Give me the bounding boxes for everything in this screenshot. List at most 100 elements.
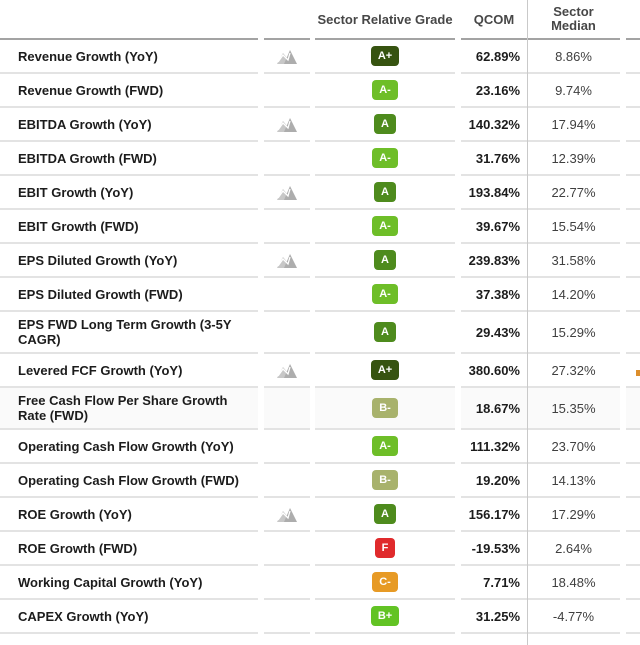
cutoff-cell xyxy=(626,464,640,498)
table-row: Working Capital Growth (YoY) C- 7.71% 18… xyxy=(0,566,640,600)
metric-label: Levered FCF Growth (YoY) xyxy=(0,354,258,388)
chart-icon[interactable] xyxy=(276,363,298,378)
table-row: Levered FCF Growth (YoY) A+ 380.60% 27.3… xyxy=(0,354,640,388)
grade-cell: A- xyxy=(315,142,455,176)
table-row: EBIT Growth (FWD) A- 39.67% 15.54% xyxy=(0,210,640,244)
qcom-value: 37.38% xyxy=(461,278,527,312)
qcom-value: 239.83% xyxy=(461,244,527,278)
grade-badge[interactable]: A xyxy=(374,114,396,134)
table-row: Operating Cash Flow Growth (FWD) B- 19.2… xyxy=(0,464,640,498)
qcom-value: 31.25% xyxy=(461,600,527,634)
table-row: EPS Diluted Growth (FWD) A- 37.38% 14.20… xyxy=(0,278,640,312)
metric-label: ROE Growth (FWD) xyxy=(0,532,258,566)
chart-icon-cell xyxy=(264,498,310,532)
grade-badge[interactable]: A- xyxy=(372,148,398,168)
chart-icon-cell xyxy=(264,312,310,354)
grade-cell: A- xyxy=(315,74,455,108)
qcom-value: 111.32% xyxy=(461,430,527,464)
cutoff-cell xyxy=(626,430,640,464)
chart-icon-cell xyxy=(264,430,310,464)
chart-column-header xyxy=(264,0,310,40)
grade-cell: A+ xyxy=(315,40,455,74)
grade-cell: A xyxy=(315,312,455,354)
cutoff-cell xyxy=(626,244,640,278)
sector-median-value: 27.32% xyxy=(527,354,620,388)
table-row: EBITDA Growth (YoY) A 140.32% 17.94% xyxy=(0,108,640,142)
chart-icon[interactable] xyxy=(276,185,298,200)
chart-icon[interactable] xyxy=(276,117,298,132)
chart-icon-cell xyxy=(264,142,310,176)
sector-median-value: 9.74% xyxy=(527,74,620,108)
grade-badge[interactable]: A+ xyxy=(370,360,400,380)
cutoff-cell xyxy=(626,278,640,312)
grade-badge[interactable]: A+ xyxy=(370,46,400,66)
cutoff-cell xyxy=(626,142,640,176)
grade-badge[interactable]: F xyxy=(374,538,396,558)
chart-icon-cell xyxy=(264,600,310,634)
sector-median-header-line1: Sector xyxy=(553,4,594,19)
grade-badge[interactable]: B+ xyxy=(370,606,400,626)
chart-icon-cell xyxy=(264,40,310,74)
sector-median-value: 14.13% xyxy=(527,464,620,498)
chart-icon-cell xyxy=(264,244,310,278)
chart-icon-cell xyxy=(264,176,310,210)
grade-cell: A xyxy=(315,244,455,278)
column-separator-line xyxy=(527,0,528,645)
metric-label: Operating Cash Flow Growth (YoY) xyxy=(0,430,258,464)
grade-badge[interactable]: A- xyxy=(372,80,398,100)
sector-median-value: -4.77% xyxy=(527,600,620,634)
chart-icon-cell xyxy=(264,566,310,600)
chart-icon[interactable] xyxy=(276,49,298,64)
grade-badge[interactable]: A- xyxy=(372,216,398,236)
sector-median-value: 2.64% xyxy=(527,532,620,566)
chart-icon[interactable] xyxy=(276,253,298,268)
sector-median-value: 22.77% xyxy=(527,176,620,210)
metric-label: Revenue Growth (FWD) xyxy=(0,74,258,108)
grade-cell: A xyxy=(315,498,455,532)
grade-badge[interactable]: A- xyxy=(372,436,398,456)
column-header-sector-median: Sector Median xyxy=(527,0,620,40)
table-row: Revenue Growth (YoY) A+ 62.89% 8.86% xyxy=(0,40,640,74)
cutoff-cell xyxy=(626,176,640,210)
sector-median-value: 15.54% xyxy=(527,210,620,244)
table-row: ROE Growth (YoY) A 156.17% 17.29% xyxy=(0,498,640,532)
sector-median-value: 31.58% xyxy=(527,244,620,278)
grade-cell: C- xyxy=(315,566,455,600)
metric-label: EPS Diluted Growth (YoY) xyxy=(0,244,258,278)
grade-badge[interactable]: A xyxy=(374,250,396,270)
grade-badge[interactable]: C- xyxy=(372,572,398,592)
qcom-value: -19.53% xyxy=(461,532,527,566)
chart-icon-cell xyxy=(264,210,310,244)
grade-cell: B- xyxy=(315,464,455,498)
cutoff-cell xyxy=(626,312,640,354)
grade-badge[interactable]: A xyxy=(374,322,396,342)
cutoff-cell xyxy=(626,532,640,566)
grade-badge[interactable]: A- xyxy=(372,284,398,304)
cutoff-cell xyxy=(626,498,640,532)
grade-badge[interactable]: B- xyxy=(372,470,398,490)
grade-badge[interactable]: B- xyxy=(372,398,398,418)
table-row: Operating Cash Flow Growth (YoY) A- 111.… xyxy=(0,430,640,464)
chart-icon[interactable] xyxy=(276,507,298,522)
qcom-value: 29.43% xyxy=(461,312,527,354)
table-header-row: Sector Relative Grade QCOM Sector Median xyxy=(0,0,640,40)
qcom-value: 39.67% xyxy=(461,210,527,244)
cutoff-cell xyxy=(626,74,640,108)
grade-badge[interactable]: A xyxy=(374,504,396,524)
chart-icon-cell xyxy=(264,388,310,430)
grade-badge[interactable]: A xyxy=(374,182,396,202)
sector-median-value: 14.20% xyxy=(527,278,620,312)
table-row: EPS FWD Long Term Growth (3-5Y CAGR) A 2… xyxy=(0,312,640,354)
sector-median-value: 18.48% xyxy=(527,566,620,600)
grade-cell: A- xyxy=(315,278,455,312)
grade-cell: A- xyxy=(315,210,455,244)
cutoff-cell xyxy=(626,354,640,388)
grade-cell: A xyxy=(315,108,455,142)
metric-label: ROE Growth (YoY) xyxy=(0,498,258,532)
table-row: ROE Growth (FWD) F -19.53% 2.64% xyxy=(0,532,640,566)
cutoff-cell xyxy=(626,566,640,600)
chart-icon-cell xyxy=(264,464,310,498)
qcom-value: 140.32% xyxy=(461,108,527,142)
cutoff-cell xyxy=(626,40,640,74)
sector-median-value: 23.70% xyxy=(527,430,620,464)
